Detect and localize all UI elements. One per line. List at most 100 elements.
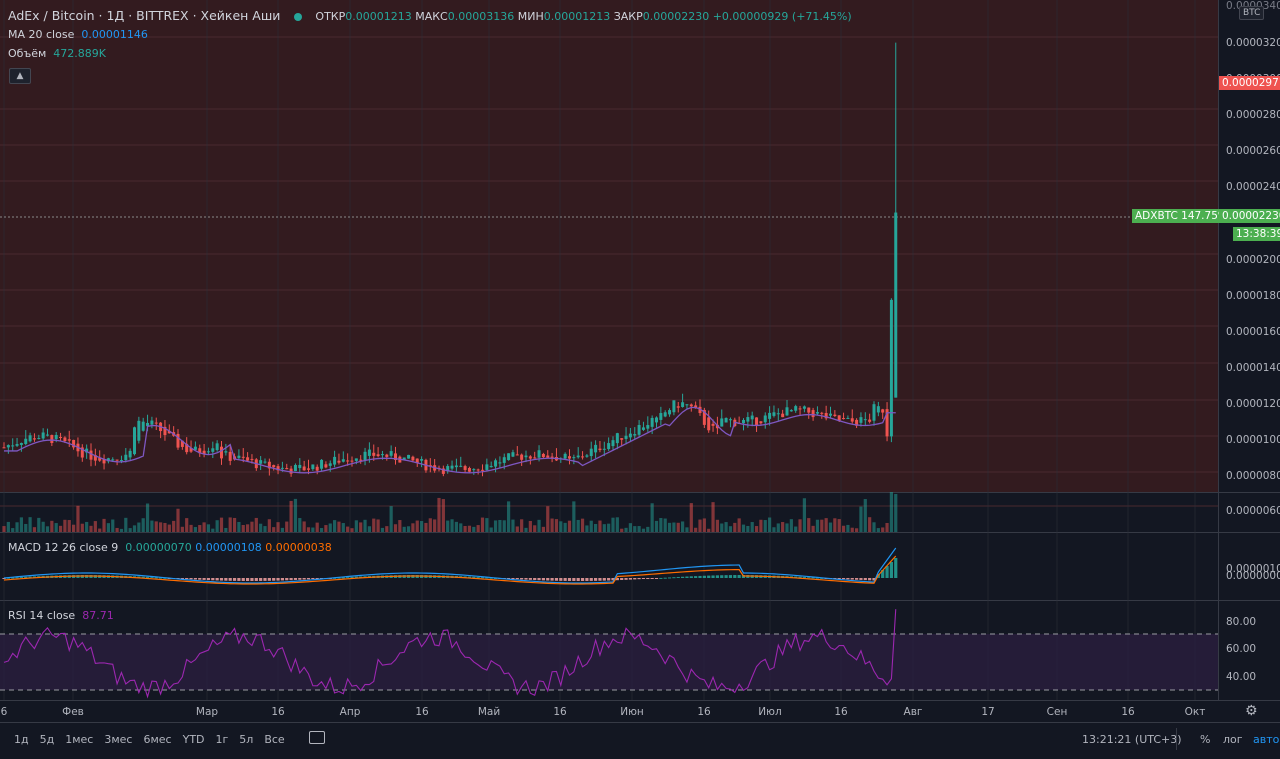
candle-body [324, 464, 328, 468]
price-pane-background [0, 0, 1218, 492]
price-chart-canvas[interactable] [0, 0, 1218, 700]
clock-time[interactable]: 13:21:21 (UTC+3) [1082, 733, 1182, 746]
range-button[interactable]: 6мес [143, 733, 172, 746]
range-button[interactable]: 1г [215, 733, 229, 746]
macd-legend[interactable]: MACD 12 26 close 9 0.00000070 0.00000108… [8, 541, 332, 554]
candle-body [668, 410, 672, 415]
candle-body [446, 466, 450, 472]
volume-bar [150, 520, 154, 532]
volume-bar [694, 527, 698, 532]
volume-bar [2, 526, 6, 532]
volume-bar [498, 519, 502, 532]
rsi-label: RSI 14 close [8, 609, 76, 622]
candle-body [885, 409, 889, 437]
toolbar-separator [0, 722, 1280, 723]
volume-bar [528, 520, 532, 532]
macd-bar [715, 575, 719, 578]
volume-bar [594, 523, 598, 532]
volume-bar [855, 528, 859, 532]
currency-button[interactable]: BTC [1239, 6, 1265, 20]
time-tick: Сен [1046, 706, 1068, 718]
rsi-separator [0, 600, 1280, 601]
candle-body [489, 465, 493, 468]
chart-settings-icon[interactable]: ⚙ [1245, 703, 1258, 719]
macd-bar [276, 578, 280, 581]
volume-legend[interactable]: Объём 472.889K [8, 47, 106, 60]
volume-bar [267, 519, 271, 532]
volume-bar [6, 521, 10, 532]
candle-body [641, 427, 645, 430]
candle-body [67, 439, 71, 441]
ma-legend[interactable]: MA 20 close 0.00001146 [8, 28, 148, 41]
candle-body [863, 419, 867, 421]
volume-bar [533, 525, 537, 532]
candle-body [750, 415, 754, 420]
range-button[interactable]: 1мес [65, 733, 94, 746]
macd-bar [476, 576, 480, 578]
candle-body [494, 460, 498, 467]
macd-bar [846, 578, 850, 580]
candle-body [759, 421, 763, 424]
macd-bar [350, 576, 354, 578]
candle-body [59, 436, 63, 438]
macd-bar [285, 578, 289, 581]
percent-toggle[interactable]: % [1200, 733, 1211, 746]
candle-body [167, 430, 171, 434]
candle-body [746, 417, 750, 422]
macd-line [3, 547, 897, 584]
log-toggle[interactable]: лог [1223, 733, 1243, 746]
range-button[interactable]: 1д [14, 733, 29, 746]
rsi-legend[interactable]: RSI 14 close 87.71 [8, 609, 114, 622]
macd-bar [141, 576, 145, 578]
macd-bar [2, 578, 6, 579]
volume-bar [93, 521, 97, 532]
auto-toggle[interactable]: авто [1253, 733, 1280, 746]
macd-bar [841, 578, 846, 580]
volume-bar [576, 519, 580, 532]
volume-bar [180, 526, 184, 532]
candle-body [620, 438, 624, 440]
collapse-legend-button[interactable]: ▲ [9, 68, 31, 84]
macd-bar [663, 577, 667, 579]
range-button[interactable]: 3мес [104, 733, 133, 746]
volume-bar [811, 525, 815, 532]
candle-body [154, 422, 158, 424]
candle-body [146, 422, 150, 427]
candle-body [485, 464, 489, 470]
symbol-title[interactable]: AdEx / Bitcoin · 1Д · BITTREX · Хейкен А… [8, 8, 281, 23]
candle-body [633, 434, 637, 436]
volume-bar [515, 526, 519, 532]
candle-body [367, 449, 371, 456]
candle-body [285, 468, 289, 470]
macd-bar [480, 577, 485, 579]
candle-body [807, 407, 811, 413]
candle-body [211, 448, 215, 452]
macd-bar [889, 562, 893, 578]
candle-body [428, 465, 432, 467]
candle-body [259, 460, 263, 464]
volume-bar [563, 522, 567, 532]
high-label: МАКС [415, 10, 448, 23]
volume-bar [802, 498, 806, 532]
volume-bar [676, 522, 680, 532]
low-value: 0.00001213 [543, 10, 611, 23]
range-button[interactable]: Все [264, 733, 285, 746]
volume-bar [654, 520, 659, 532]
volume-bar [607, 523, 611, 532]
macd-bar [267, 578, 271, 581]
volume-bar [776, 523, 780, 532]
macd-bar [467, 576, 472, 578]
range-button[interactable]: 5д [39, 733, 55, 746]
candle-body [280, 467, 284, 469]
volume-bar [80, 523, 84, 532]
range-button[interactable]: 5л [239, 733, 254, 746]
volume-bar [863, 499, 867, 532]
macd-bar [807, 577, 811, 579]
volume-bar [511, 519, 515, 532]
range-button[interactable]: YTD [182, 733, 205, 746]
date-range-icon[interactable] [309, 731, 325, 744]
candle-body [454, 465, 458, 468]
candle-body [685, 404, 689, 406]
